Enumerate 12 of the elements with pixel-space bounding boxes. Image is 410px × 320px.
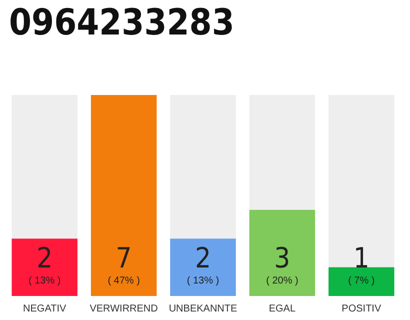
bar: [328, 267, 394, 296]
x-tick-label: UNBEKANNTE: [168, 304, 238, 314]
chart-title: 0964233283: [9, 2, 234, 44]
data-label: 3 ( 20% ): [266, 242, 298, 286]
x-tick-label: NEGATIV: [23, 304, 67, 314]
data-label: 2 ( 13% ): [186, 242, 220, 286]
data-label: 7 ( 47% ): [108, 242, 140, 286]
x-tick-label: POSITIV: [342, 304, 382, 314]
x-tick-label: EGAL: [268, 304, 296, 314]
data-label: 1 ( 7% ): [348, 242, 375, 286]
data-label: 2 ( 13% ): [28, 242, 61, 286]
x-tick-label: VERWIRREND: [90, 304, 158, 314]
